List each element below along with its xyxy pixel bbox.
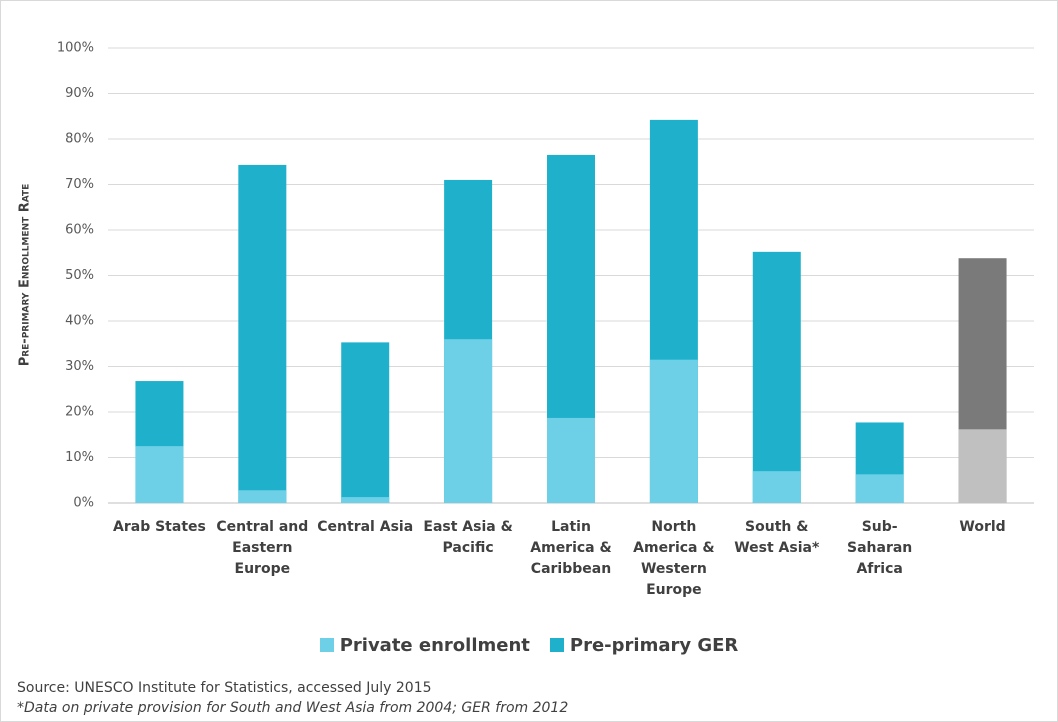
y-tick-label: 60% (65, 223, 94, 238)
legend-item: Private enrollment (319, 635, 530, 656)
y-tick-label: 40% (65, 314, 94, 329)
x-tick-label: Sub-Saharan Africa (847, 519, 913, 577)
y-tick-label: 80% (65, 132, 94, 147)
legend-label: Pre-primary GER (569, 635, 739, 656)
bar (238, 490, 287, 503)
x-tick-label: Central and Eastern Europe (216, 519, 309, 577)
legend: Private enrollment Pre-primary GER (1, 635, 1057, 656)
bar (547, 417, 595, 503)
x-tick-label: South & West Asia* (734, 519, 820, 556)
x-tick-label: Arab States (113, 519, 206, 535)
legend-swatch (319, 638, 334, 652)
legend-label: Private enrollment (339, 635, 530, 656)
bar (341, 497, 390, 503)
bar (649, 359, 698, 503)
x-tick-label: East Asia & Pacific (423, 519, 513, 556)
bar (752, 251, 801, 503)
bar (444, 339, 493, 503)
bar (238, 164, 287, 503)
note: *Data on private provision for South and… (17, 700, 569, 716)
y-tick-label: 0% (73, 496, 94, 511)
bar (855, 474, 904, 503)
y-tick-label: 10% (65, 450, 94, 465)
y-tick-label: 90% (65, 86, 94, 101)
y-tick-label: 20% (65, 405, 94, 420)
bar (341, 342, 390, 503)
x-tick-label: Latin America & Caribbean (530, 519, 612, 577)
source: Source: UNESCO Institute for Statistics,… (17, 680, 432, 696)
bar (958, 429, 1007, 503)
y-tick-label: 70% (65, 177, 94, 192)
y-tick-label: 100% (57, 41, 94, 56)
bar (135, 446, 184, 503)
y-axis-label: Pre-primary Enrollment Rate (17, 183, 33, 367)
legend-swatch (549, 638, 564, 652)
y-tick-label: 50% (65, 268, 94, 283)
x-tick-label: World (959, 519, 1006, 535)
legend-item: Pre-primary GER (549, 635, 739, 656)
x-tick-label: Central Asia (317, 519, 414, 535)
x-tick-label: North America & Western Europe (633, 519, 715, 598)
bar (752, 471, 801, 503)
y-tick-label: 30% (65, 359, 94, 374)
